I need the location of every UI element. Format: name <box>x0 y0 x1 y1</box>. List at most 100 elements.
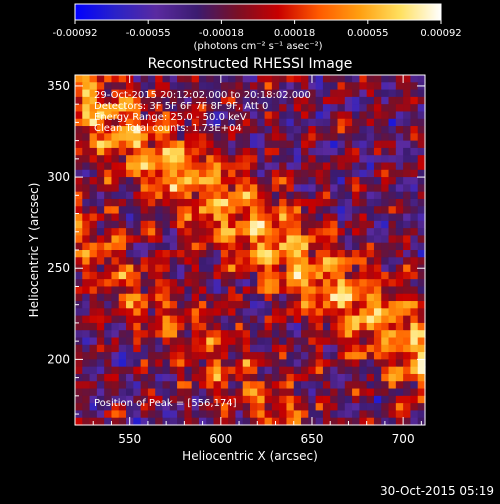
heatmap-cell <box>75 315 83 324</box>
heatmap-cell <box>191 162 200 171</box>
heatmap-cell <box>177 410 185 419</box>
heatmap-cell <box>213 250 222 258</box>
heatmap-cell <box>308 308 317 317</box>
heatmap-cell <box>89 118 98 127</box>
heatmap-cell <box>198 118 207 127</box>
heatmap-cell <box>395 271 404 280</box>
heatmap-cell <box>359 395 368 404</box>
heatmap-cell <box>279 344 288 353</box>
heatmap-cell <box>250 184 258 193</box>
heatmap-cell <box>301 235 309 244</box>
heatmap-cell <box>228 373 237 382</box>
heatmap-cell <box>271 322 280 331</box>
heatmap-cell <box>213 184 222 193</box>
heatmap-cell <box>133 359 142 368</box>
heatmap-cell <box>206 315 215 324</box>
heatmap-cell <box>118 403 127 412</box>
heatmap-cell <box>359 184 368 193</box>
heatmap-cell <box>169 140 178 149</box>
heatmap-cell <box>82 388 91 397</box>
heatmap-cell <box>242 191 251 200</box>
heatmap-cell <box>82 250 91 258</box>
heatmap-cell <box>366 301 375 309</box>
heatmap-cell <box>315 169 324 178</box>
heatmap-cell <box>147 286 156 295</box>
heatmap-cell <box>126 352 134 360</box>
heatmap-cell <box>242 403 251 412</box>
heatmap-cell <box>279 228 288 237</box>
heatmap-cell <box>293 104 302 113</box>
heatmap-cell <box>352 271 360 280</box>
heatmap-cell <box>410 75 419 83</box>
heatmap-cell <box>410 344 419 353</box>
heatmap-cell <box>213 147 222 156</box>
heatmap-cell <box>220 388 229 397</box>
heatmap-cell <box>410 417 419 426</box>
heatmap-cell <box>133 257 142 266</box>
heatmap-cell <box>417 198 426 207</box>
heatmap-cell <box>82 264 91 273</box>
heatmap-cell <box>279 279 288 288</box>
heatmap-cell <box>228 395 237 404</box>
heatmap-cell <box>352 381 360 390</box>
heatmap-cell <box>177 213 185 222</box>
heatmap-cell <box>126 257 134 266</box>
heatmap-cell <box>286 184 295 193</box>
heatmap-cell <box>169 206 178 215</box>
heatmap-cell <box>410 162 419 171</box>
heatmap-cell <box>155 118 164 127</box>
heatmap-cell <box>162 162 171 171</box>
heatmap-cell <box>301 395 309 404</box>
heatmap-cell <box>388 235 397 244</box>
heatmap-cell <box>155 359 164 368</box>
heatmap-cell <box>220 417 229 426</box>
heatmap-cell <box>308 301 317 309</box>
heatmap-cell <box>271 366 280 375</box>
heatmap-cell <box>322 257 331 266</box>
heatmap-cell <box>169 344 178 353</box>
heatmap-cell <box>133 206 142 215</box>
heatmap-cell <box>220 118 229 127</box>
heatmap-cell <box>147 191 156 200</box>
heatmap-cell <box>417 242 426 251</box>
heatmap-cell <box>301 162 309 171</box>
heatmap-cell <box>191 155 200 164</box>
heatmap-cell <box>96 184 105 193</box>
heatmap-cell <box>118 75 127 83</box>
heatmap-cell <box>395 293 404 302</box>
heatmap-cell <box>213 308 222 317</box>
heatmap-cell <box>213 126 222 134</box>
heatmap-cell <box>228 286 237 295</box>
heatmap-cell <box>366 359 375 368</box>
heatmap-cell <box>250 410 258 419</box>
heatmap-cell <box>322 359 331 368</box>
heatmap-cell <box>126 271 134 280</box>
heatmap-cell <box>395 330 404 339</box>
heatmap-cell <box>308 213 317 222</box>
heatmap-cell <box>96 395 105 404</box>
heatmap-cell <box>257 417 266 426</box>
heatmap-cell <box>147 89 156 98</box>
heatmap-cell <box>198 82 207 91</box>
heatmap-cell <box>155 169 164 178</box>
heatmap-cell <box>242 344 251 353</box>
heatmap-cell <box>330 279 339 288</box>
heatmap-cell <box>75 344 83 353</box>
heatmap-cell <box>366 75 375 83</box>
heatmap-cell <box>308 403 317 412</box>
heatmap-cell <box>388 89 397 98</box>
heatmap-cell <box>286 286 295 295</box>
heatmap-cell <box>118 257 127 266</box>
heatmap-cell <box>118 388 127 397</box>
heatmap-cell <box>417 147 426 156</box>
heatmap-cell <box>169 330 178 339</box>
heatmap-cell <box>82 417 91 426</box>
heatmap-cell <box>293 169 302 178</box>
heatmap-cell <box>242 279 251 288</box>
heatmap-cell <box>337 169 346 178</box>
heatmap-cell <box>330 126 339 134</box>
heatmap-cell <box>308 133 317 142</box>
heatmap-cell <box>169 213 178 222</box>
heatmap-cell <box>388 257 397 266</box>
